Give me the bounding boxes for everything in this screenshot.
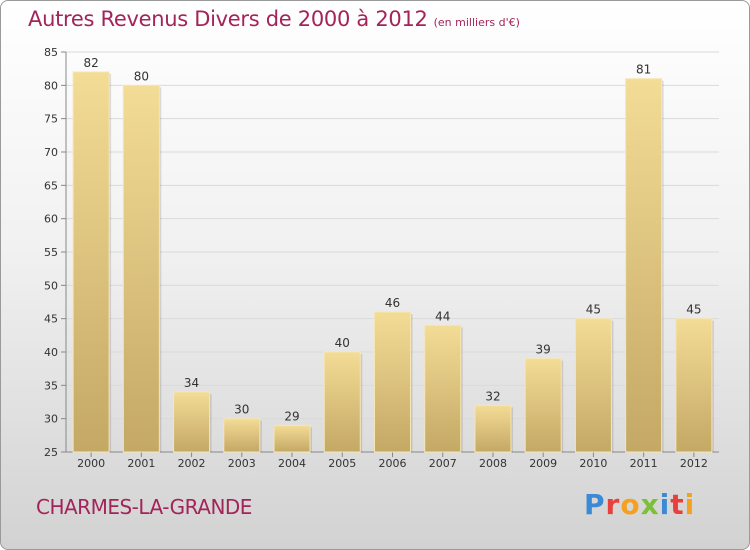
y-tick-label: 80 bbox=[44, 79, 58, 92]
bar bbox=[122, 84, 160, 453]
x-tick-label: 2002 bbox=[178, 457, 206, 470]
bar bbox=[474, 404, 512, 453]
bar bbox=[374, 311, 411, 453]
x-tick-label: 2005 bbox=[328, 457, 356, 470]
y-tick-label: 85 bbox=[44, 46, 58, 59]
x-tick-label: 2010 bbox=[579, 457, 607, 470]
bar-value-label: 45 bbox=[586, 303, 601, 317]
bar bbox=[524, 358, 562, 453]
title-text: Autres Revenus Divers de 2000 à 2012 bbox=[28, 7, 428, 31]
bar bbox=[273, 424, 311, 453]
chart-title: Autres Revenus Divers de 2000 à 2012 (en … bbox=[28, 7, 520, 31]
bar-value-label: 29 bbox=[284, 409, 299, 423]
bar bbox=[173, 391, 211, 453]
bar-value-label: 39 bbox=[536, 343, 551, 357]
logo-letter: r bbox=[605, 488, 621, 521]
bars bbox=[72, 71, 714, 453]
y-tick-label: 75 bbox=[44, 113, 58, 126]
bar-value-label: 32 bbox=[485, 389, 500, 403]
bar-value-label: 45 bbox=[686, 303, 701, 317]
bar bbox=[675, 318, 713, 453]
x-tick-label: 2001 bbox=[127, 457, 155, 470]
bar-value-label: 80 bbox=[134, 69, 149, 83]
y-tick-label: 40 bbox=[44, 346, 58, 359]
tick-labels: 25 30 35 40 45 50 55 60 65 70 75 80 85 2000 2001 2002 20… bbox=[44, 46, 708, 470]
y-tick-label: 60 bbox=[44, 213, 58, 226]
bar bbox=[323, 351, 361, 453]
bar bbox=[223, 418, 261, 453]
y-tick-label: 25 bbox=[44, 446, 58, 459]
x-tick-label: 2012 bbox=[680, 457, 708, 470]
bar-value-label: 40 bbox=[335, 336, 350, 350]
bar-value-label: 46 bbox=[385, 296, 400, 310]
x-tick-label: 2008 bbox=[479, 457, 507, 470]
y-tick-label: 50 bbox=[44, 279, 58, 292]
bar-value-label: 30 bbox=[234, 403, 249, 417]
x-tick-label: 2009 bbox=[529, 457, 557, 470]
y-tick-label: 30 bbox=[44, 413, 58, 426]
x-tick-label: 2011 bbox=[630, 457, 658, 470]
y-tick-label: 55 bbox=[44, 246, 58, 259]
proxiti-logo: Proxiti bbox=[584, 488, 695, 521]
bar-value-label: 82 bbox=[83, 56, 98, 70]
bar bbox=[424, 324, 462, 453]
logo-letter: i bbox=[684, 488, 696, 521]
y-tick-label: 45 bbox=[44, 313, 58, 326]
logo-letter: P bbox=[584, 488, 606, 521]
bar-value-label: 81 bbox=[636, 63, 651, 77]
city-name: CHARMES-LA-GRANDE bbox=[36, 495, 252, 519]
bar bbox=[625, 78, 663, 453]
x-tick-label: 2000 bbox=[77, 457, 105, 470]
x-tick-label: 2007 bbox=[429, 457, 457, 470]
logo-letter: t bbox=[670, 488, 685, 521]
y-tick-label: 35 bbox=[44, 379, 58, 392]
x-tick-label: 2003 bbox=[228, 457, 256, 470]
y-tick-label: 70 bbox=[44, 146, 58, 159]
logo-letter: o bbox=[620, 488, 641, 521]
bar-value-label: 34 bbox=[184, 376, 199, 390]
x-tick-label: 2004 bbox=[278, 457, 306, 470]
bar-value-label: 44 bbox=[435, 309, 450, 323]
logo-letter: x bbox=[640, 488, 660, 521]
chart-subtitle: (en milliers d'€) bbox=[433, 16, 520, 29]
data-labels: 82 80 34 30 29 40 46 44 32 39 45 81 45 bbox=[83, 56, 701, 423]
y-tick-label: 65 bbox=[44, 179, 58, 192]
bar bbox=[72, 71, 110, 453]
logo-letter: i bbox=[659, 488, 671, 521]
x-tick-label: 2006 bbox=[379, 457, 407, 470]
bar bbox=[574, 318, 612, 453]
